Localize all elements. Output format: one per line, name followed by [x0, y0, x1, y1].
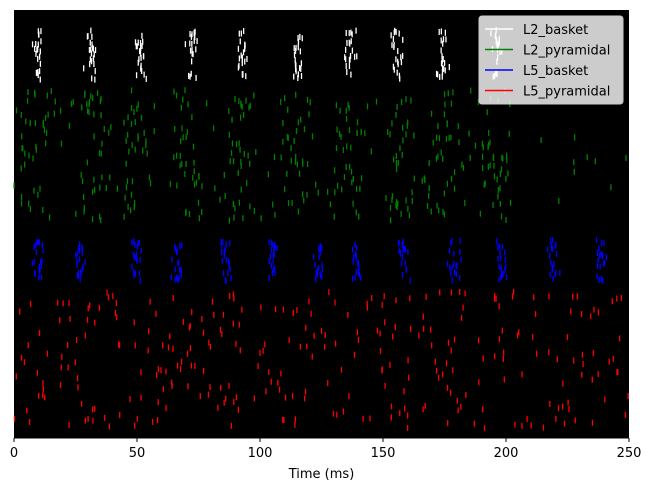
x-axis-label: Time (ms) [288, 467, 355, 482]
spike-marks [13, 27, 629, 432]
x-axis: 0 50 100 150 200 250 [10, 437, 642, 461]
legend-label: L2_basket [523, 23, 588, 38]
legend-label: L5_basket [523, 64, 588, 79]
series-L2_pyramidal [13, 87, 627, 224]
legend: L2_basket L2_pyramidal L5_basket L5_pyramid… [478, 15, 624, 105]
x-tick-label: 100 [248, 446, 273, 461]
x-tick-label: 200 [494, 446, 519, 461]
series-L5_basket [31, 236, 608, 284]
x-tick-label: 50 [129, 446, 146, 461]
legend-label: L2_pyramidal [523, 44, 610, 59]
legend-label: L5_pyramidal [523, 85, 610, 100]
x-tick-label: 150 [371, 446, 396, 461]
x-tick-label: 250 [617, 446, 642, 461]
series-L5_pyramidal [13, 288, 629, 432]
legend-box [478, 15, 624, 105]
x-tick-label: 0 [10, 446, 18, 461]
